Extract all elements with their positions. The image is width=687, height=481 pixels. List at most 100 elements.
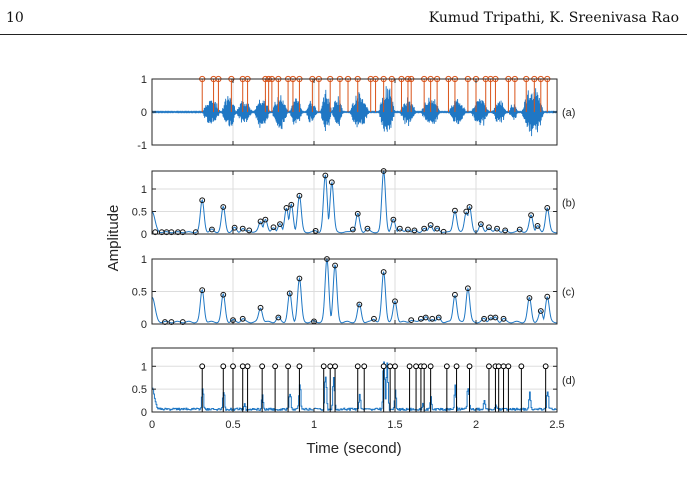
peak-marker <box>220 204 227 210</box>
peak-marker <box>492 314 499 321</box>
y-tick-label: -1 <box>137 140 147 152</box>
peak-marker <box>466 204 473 210</box>
y-tick-label: 0.5 <box>132 384 147 396</box>
peak-marker <box>544 205 551 211</box>
peak-marker <box>354 210 361 217</box>
x-tick-label: 2.5 <box>549 419 564 431</box>
peak-marker <box>356 301 363 308</box>
detected-stem-head <box>244 363 251 370</box>
peak-marker <box>275 314 282 321</box>
contour-line <box>151 257 558 324</box>
peak-marker <box>257 218 264 225</box>
detected-stem-head <box>495 363 502 370</box>
peak-marker <box>231 224 238 231</box>
detected-stem-head <box>199 363 206 370</box>
peak-marker <box>502 227 509 234</box>
peak-marker <box>168 229 175 236</box>
detected-stem-head <box>500 363 507 370</box>
detected-stem-head <box>392 363 398 370</box>
detected-stem-head <box>285 363 291 370</box>
detected-stem-head <box>421 363 428 370</box>
peak-marker <box>239 315 246 322</box>
contour-line <box>151 170 558 234</box>
peak-marker <box>465 285 471 292</box>
detected-stem-head <box>332 363 338 370</box>
detected-stem-head <box>380 363 387 370</box>
x-tick-label: 1 <box>311 419 317 431</box>
detected-stem-head <box>296 363 303 370</box>
detected-stem-head <box>443 363 450 370</box>
peak-marker <box>435 314 442 321</box>
y-tick-label: 0 <box>141 407 147 419</box>
panel-label: (a) <box>562 107 575 119</box>
panels-group: -1 0 1 (a) 0 0.5 1 (b) 0 0.5 1 (c) 0 0.5 1 0 0.5 1 1.5 2 2.5… <box>132 74 576 431</box>
detected-stem-head <box>327 363 334 370</box>
peak-marker <box>427 222 434 228</box>
peak-marker <box>152 229 159 236</box>
peak-marker <box>312 227 319 234</box>
page-number: 10 <box>6 10 24 26</box>
peak-marker <box>220 291 227 298</box>
running-head-authors: Kumud Tripathi, K. Sreenivasa Rao <box>428 10 679 26</box>
y-tick-label: 0.5 <box>132 207 147 219</box>
detected-stem-head <box>413 363 419 370</box>
detected-stem-head <box>230 363 236 370</box>
peak-marker <box>481 315 488 322</box>
x-tick-label: 2 <box>473 419 479 431</box>
x-axis-label: Time (second) <box>306 440 401 457</box>
peak-marker <box>434 225 441 232</box>
peak-marker <box>296 275 303 282</box>
panel-c: 0 0.5 1 (c) <box>132 254 575 331</box>
x-tick-label: 1.5 <box>387 419 402 431</box>
peak-marker <box>199 197 206 204</box>
peak-marker <box>422 314 429 321</box>
peak-marker <box>463 208 470 215</box>
axes-box <box>151 347 558 413</box>
peak-marker <box>500 315 507 322</box>
detected-stem-head <box>453 363 460 370</box>
axes-box <box>151 170 558 235</box>
peak-marker <box>526 295 533 301</box>
y-axis-label: Amplitude <box>105 205 122 272</box>
detected-stem-head <box>272 363 279 370</box>
peak-marker <box>288 201 295 208</box>
x-tick-label: 0 <box>149 419 155 431</box>
y-tick-label: 0 <box>141 107 147 119</box>
peak-marker <box>371 315 377 322</box>
peak-marker <box>418 315 424 322</box>
peak-marker <box>322 172 329 179</box>
peak-marker <box>257 304 264 311</box>
peak-marker <box>421 225 428 232</box>
peak-marker <box>286 290 293 297</box>
detected-stem-head <box>361 363 368 370</box>
peak-marker <box>179 229 186 236</box>
peak-marker <box>332 262 338 269</box>
detected-stem-head <box>354 363 361 370</box>
y-tick-label: 1 <box>141 361 147 373</box>
y-tick-label: 1 <box>141 184 147 196</box>
panel-label: (c) <box>562 287 575 299</box>
peak-marker <box>349 226 356 233</box>
peak-marker <box>392 298 398 305</box>
peak-marker <box>544 293 551 300</box>
peak-marker <box>486 224 492 231</box>
y-tick-label: 1 <box>141 254 147 266</box>
detected-stem-head <box>239 363 246 370</box>
detected-stem-head <box>518 363 525 370</box>
peak-marker <box>262 216 269 223</box>
peak-marker <box>199 287 206 294</box>
detected-stem-head <box>387 363 394 370</box>
peak-marker <box>477 221 484 228</box>
peak-marker <box>528 212 534 219</box>
peak-marker <box>192 229 199 236</box>
peak-marker <box>452 207 458 214</box>
peak-marker <box>408 317 415 324</box>
speech-waveform <box>151 86 558 137</box>
detected-stem-head <box>466 363 473 370</box>
detected-stem-head <box>406 363 413 370</box>
peak-marker <box>246 227 253 234</box>
peak-marker <box>209 226 215 233</box>
detected-stem-head <box>486 363 492 370</box>
peak-marker <box>328 179 335 186</box>
detected-stem-head <box>320 363 327 370</box>
